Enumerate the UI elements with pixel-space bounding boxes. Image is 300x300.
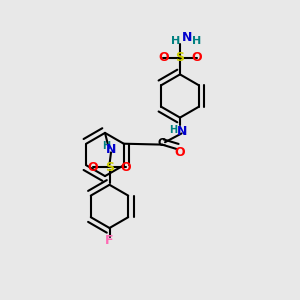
Text: O: O	[88, 161, 98, 174]
Text: N: N	[177, 124, 188, 138]
Text: F: F	[105, 233, 114, 247]
Text: H: H	[192, 36, 201, 46]
Text: O: O	[158, 51, 169, 64]
Text: O: O	[175, 146, 185, 160]
Text: H: H	[102, 141, 110, 152]
Text: O: O	[121, 161, 131, 174]
Text: O: O	[191, 51, 202, 64]
Text: H: H	[171, 36, 180, 46]
Text: H: H	[169, 124, 177, 135]
Text: N: N	[106, 143, 116, 156]
Text: S: S	[105, 161, 114, 174]
Text: N: N	[182, 31, 192, 44]
Text: C: C	[158, 138, 166, 148]
Text: S: S	[176, 51, 184, 64]
